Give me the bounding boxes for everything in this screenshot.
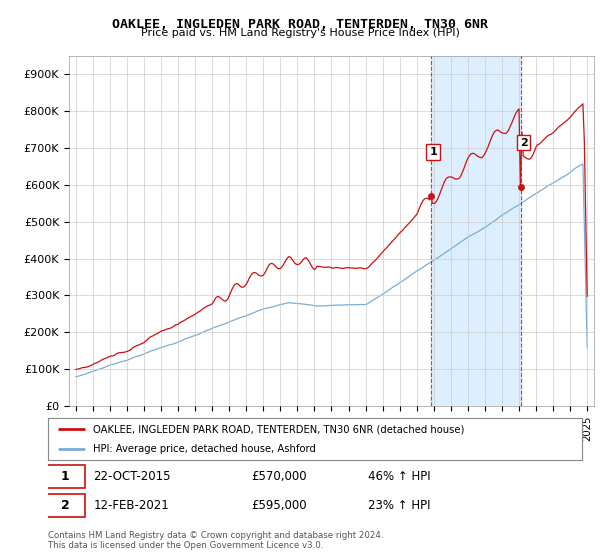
Text: 1: 1 — [61, 470, 70, 483]
Text: 12-FEB-2021: 12-FEB-2021 — [94, 499, 169, 512]
Text: 1: 1 — [429, 147, 437, 157]
Bar — [431, 56, 521, 406]
FancyBboxPatch shape — [46, 465, 85, 488]
Text: OAKLEE, INGLEDEN PARK ROAD, TENTERDEN, TN30 6NR (detached house): OAKLEE, INGLEDEN PARK ROAD, TENTERDEN, T… — [94, 424, 465, 434]
Text: 23% ↑ HPI: 23% ↑ HPI — [368, 499, 431, 512]
Text: 2: 2 — [520, 138, 527, 148]
Text: £570,000: £570,000 — [251, 470, 307, 483]
Text: 46% ↑ HPI: 46% ↑ HPI — [368, 470, 431, 483]
Text: OAKLEE, INGLEDEN PARK ROAD, TENTERDEN, TN30 6NR: OAKLEE, INGLEDEN PARK ROAD, TENTERDEN, T… — [112, 18, 488, 31]
Text: £595,000: £595,000 — [251, 499, 307, 512]
FancyBboxPatch shape — [46, 494, 85, 517]
Text: Price paid vs. HM Land Registry's House Price Index (HPI): Price paid vs. HM Land Registry's House … — [140, 28, 460, 38]
Text: Contains HM Land Registry data © Crown copyright and database right 2024.
This d: Contains HM Land Registry data © Crown c… — [48, 530, 383, 550]
Text: 22-OCT-2015: 22-OCT-2015 — [94, 470, 171, 483]
Text: HPI: Average price, detached house, Ashford: HPI: Average price, detached house, Ashf… — [94, 445, 316, 454]
Text: 2: 2 — [61, 499, 70, 512]
